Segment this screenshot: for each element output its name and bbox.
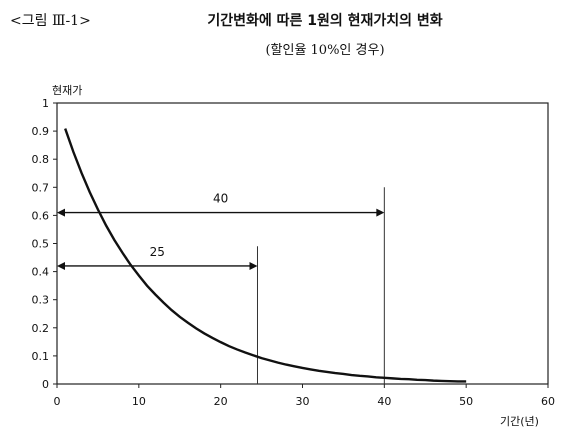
annotation-arrowhead-left [57,261,65,270]
y-tick-label: 0.5 [32,238,50,251]
x-tick-label: 60 [541,395,555,408]
y-tick-label: 0.2 [32,322,50,335]
annotation-label: 40 [213,192,228,206]
y-tick-label: 0.7 [32,181,50,194]
y-tick-label: 0.1 [32,350,50,363]
y-tick-label: 0 [42,378,49,391]
y-tick-label: 0.4 [32,266,50,279]
y-tick-label: 1 [42,97,49,110]
x-tick-label: 30 [296,395,310,408]
x-tick-label: 50 [459,395,473,408]
chart-subtitle: (할인율 10%인 경우) [265,43,384,58]
annotation-label: 25 [150,245,165,259]
chart-title: 기간변화에 따른 1원의 현재가치의 변화 [207,12,442,29]
annotation-arrowhead-right [249,261,258,270]
x-axis-label: 기간(년) [500,415,539,428]
y-tick-label: 0.9 [32,125,50,138]
annotations: 40 25 [57,187,385,384]
x-tick-label: 10 [132,395,146,408]
figure-label: <그림 Ⅲ-1> [10,13,91,29]
x-tick-label: 40 [377,395,391,408]
y-tick-label: 0.3 [32,294,50,307]
annotation-arrowhead-left [57,208,65,217]
x-tick-label: 20 [214,395,228,408]
y-tick-label: 0.6 [32,209,50,222]
y-axis-label: 현재가 [52,84,82,97]
axes: 00.10.20.30.40.50.60.70.80.910 10 20 30 40 50… [32,97,556,408]
plot-area [56,102,549,385]
present-value-line [64,128,467,383]
annotation-arrowhead-right [376,208,385,217]
y-tick-label: 0.8 [32,153,50,166]
x-tick-label: 0 [54,395,61,408]
